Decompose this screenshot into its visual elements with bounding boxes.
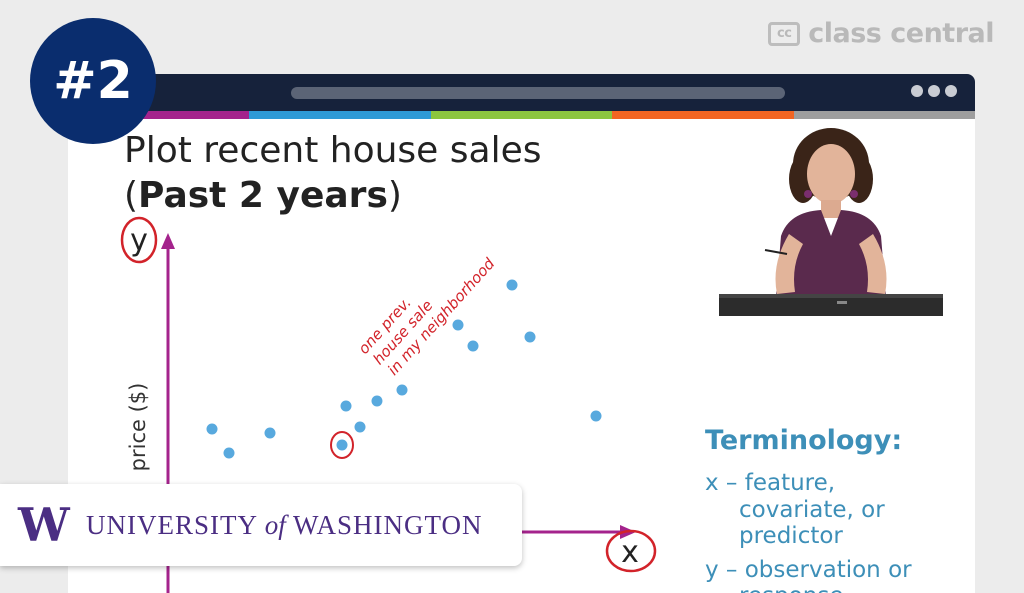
data-point [371,395,383,407]
stripe-segment [68,111,250,119]
terminology-x-line-2: covariate, or [739,497,885,523]
terminology-y-line-2: response [739,583,843,593]
data-point [467,340,479,352]
data-point [524,331,536,343]
instructor-video[interactable] [719,124,943,325]
university-name: UNIVERSITY of WASHINGTON [86,509,483,540]
stripe-segment [430,111,613,119]
data-point [590,410,602,422]
x-axis-letter: x [621,535,639,570]
terminology-y-line-1: y – observation or [705,557,912,583]
address-bar[interactable] [291,87,785,99]
data-point [354,421,366,433]
data-point [506,279,518,291]
uw-w-logo-icon: W [18,498,70,552]
terminology-x-line-1: x – feature, [705,470,836,496]
university-banner: W UNIVERSITY of WASHINGTON [0,484,522,566]
class-central-logo: cc class central [768,18,994,49]
handwritten-annotation: one prev. house sale in my neighborhood [355,254,499,379]
data-point [264,427,276,439]
terminology-title: Terminology: [705,425,903,456]
highlight-circle-annotation [330,431,354,459]
data-point [452,319,464,331]
slide-title: Plot recent house sales [124,130,542,171]
data-point [223,447,235,459]
y-circle-annotation [120,216,158,264]
data-point [206,423,218,435]
instructor-figure [719,124,943,325]
stripe-segment [612,111,794,119]
stripe-segment [793,111,975,119]
data-point [340,400,352,412]
dot-icon [928,85,940,97]
cc-logo-icon: cc [768,21,801,46]
y-axis-letter: y [130,223,148,258]
window-menu-button[interactable] [911,85,957,97]
slide-subtitle: (Past 2 years) [124,175,402,216]
slide-subtitle-bold: Past 2 years [138,175,388,216]
x-circle-annotation [605,529,657,573]
color-stripe [68,111,975,119]
y-axis-arrow-icon [161,233,175,249]
stripe-segment [249,111,431,119]
dot-icon [945,85,957,97]
brand-name: class central [808,18,994,49]
data-point [336,439,348,451]
window-titlebar [68,74,975,111]
data-points [206,279,602,459]
dot-icon [911,85,923,97]
terminology-x-line-3: predictor [739,523,843,549]
episode-badge: #2 [30,18,156,144]
y-axis-label: price ($) [126,383,150,472]
data-point [396,384,408,396]
